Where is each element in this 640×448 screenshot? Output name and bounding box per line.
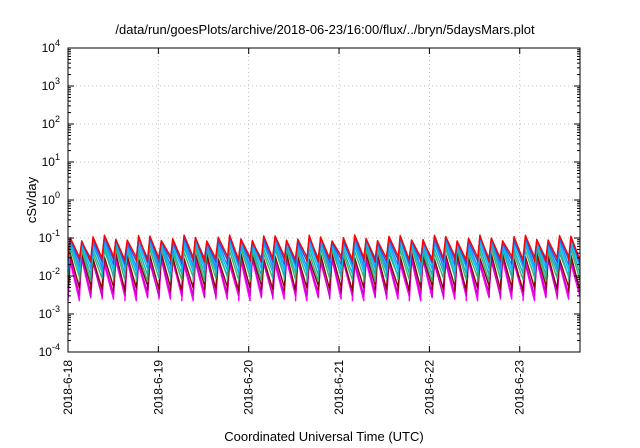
x-axis-label: Coordinated Universal Time (UTC)	[224, 429, 423, 444]
x-tick-label: 2018-6-18	[61, 360, 75, 415]
series-group	[67, 234, 581, 302]
y-tick-label: 103	[42, 76, 60, 93]
x-tick-label: 2018-6-23	[513, 360, 527, 415]
x-tick-label: 2018-6-19	[151, 360, 165, 415]
y-tick-label: 102	[42, 114, 60, 131]
y-tick-label: 104	[42, 38, 60, 55]
x-tick-label: 2018-6-21	[332, 360, 346, 415]
x-tick-label: 2018-6-20	[242, 360, 256, 415]
chart-title: /data/run/goesPlots/archive/2018-06-23/1…	[115, 22, 535, 37]
series-line	[67, 234, 581, 263]
x-tick-label: 2018-6-22	[422, 360, 436, 415]
y-tick-label: 100	[42, 190, 60, 207]
y-tick-label: 10-2	[39, 266, 60, 283]
y-tick-label: 10-1	[39, 228, 60, 245]
y-axis: 10-4 10-3 10-2 10-1 100 101 102 103 104	[39, 38, 580, 359]
y-tick-label: 10-3	[39, 304, 60, 321]
x-axis: 2018-6-18 2018-6-19 2018-6-20 2018-6-21 2018…	[61, 48, 527, 415]
y-tick-label: 10-4	[39, 342, 60, 359]
y-axis-label: cSv/day	[24, 176, 39, 223]
grid	[68, 48, 580, 352]
y-tick-label: 101	[42, 152, 60, 169]
